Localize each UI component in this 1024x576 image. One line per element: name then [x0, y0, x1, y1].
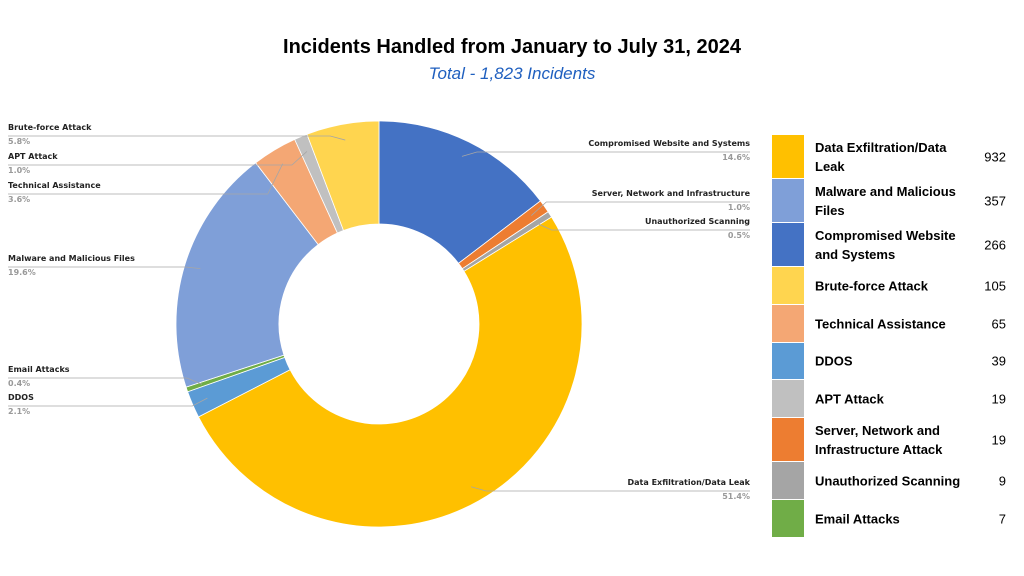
legend-swatch: [772, 418, 804, 463]
slice-label-server-network-and-infrastructure: Server, Network and Infrastructure: [592, 189, 751, 198]
legend-value: 357: [984, 193, 1006, 209]
slice-label-email-attacks: Email Attacks: [8, 365, 70, 374]
slice-malware-and-malicious-files: [175, 162, 319, 388]
legend-label: Unauthorized Scanning: [815, 473, 961, 489]
leader-line-apt-attack: [8, 151, 308, 166]
slice-brute-force-attack: [306, 120, 380, 232]
slice-pct-brute-force-attack: 5.8%: [8, 137, 30, 146]
slice-label-malware-and-malicious-files: Malware and Malicious Files: [8, 254, 135, 263]
legend-item-data-exfiltration-data-leak: Data Exfiltration/Data Leak 932: [772, 135, 1022, 179]
chart-title: Incidents Handled from January to July 3…: [283, 36, 741, 58]
slice-data-exfiltration-data-leak: [197, 216, 583, 528]
legend-swatch: [772, 499, 804, 538]
legend-label: DDOS: [815, 353, 853, 369]
legend-item-brute-force-attack: Brute-force Attack 105: [772, 267, 1022, 305]
slice-label-compromised-website-and-systems: Compromised Website and Systems: [588, 139, 750, 148]
legend-value: 7: [998, 511, 1006, 527]
legend-label: Malware and Malicious Files: [815, 184, 956, 218]
legend-label: Server, Network and Infrastructure Attac…: [815, 423, 943, 458]
legend-value: 932: [984, 149, 1006, 165]
legend-value: 39: [991, 353, 1006, 369]
legend-swatch: [772, 223, 804, 267]
chart-subtitle: Total - 1,823 Incidents: [428, 64, 596, 83]
legend-swatch: [772, 304, 804, 343]
leader-line-compromised-website-and-systems: [461, 151, 750, 157]
legend-swatch: [772, 267, 804, 305]
leader-line-server-network-and-infrastructure: [531, 201, 750, 216]
legend-item-technical-assistance: Technical Assistance 65: [772, 304, 1022, 343]
legend-item-server-network-and-infrastructure: Server, Network and Infrastructure Attac…: [772, 418, 1022, 463]
legend-label: Brute-force Attack: [815, 278, 928, 294]
legend: Data Exfiltration/Data Leak 932 Malware an…: [772, 135, 1022, 538]
slice-label-data-exfiltration-data-leak: Data Exfiltration/Data Leak: [628, 478, 751, 487]
legend-item-email-attacks: Email Attacks 7: [772, 499, 1022, 538]
leader-lines: [8, 135, 750, 492]
slice-pct-apt-attack: 1.0%: [8, 166, 30, 175]
slice-label-technical-assistance: Technical Assistance: [8, 181, 101, 190]
slice-label-unauthorized-scanning: Unauthorized Scanning: [645, 217, 750, 226]
slice-pct-server-network-and-infrastructure: 1.0%: [728, 203, 750, 212]
legend-label: Technical Assistance: [815, 316, 946, 332]
slice-pct-technical-assistance: 3.6%: [8, 195, 30, 204]
slice-pct-email-attacks: 0.4%: [8, 379, 30, 388]
slice-pct-ddos: 2.1%: [8, 407, 30, 416]
slice-label-ddos: DDOS: [8, 393, 34, 402]
legend-value: 9: [998, 473, 1006, 489]
legend-item-compromised-website-and-systems: Compromised Website and Systems 266: [772, 223, 1022, 267]
legend-item-apt-attack: APT Attack 19: [772, 380, 1022, 419]
legend-label: Data Exfiltration/Data Leak: [815, 140, 947, 174]
legend-item-ddos: DDOS 39: [772, 342, 1022, 381]
leader-line-unauthorized-scanning: [536, 222, 750, 231]
legend-swatch: [772, 342, 804, 381]
legend-swatch: [772, 462, 804, 500]
slice-pct-malware-and-malicious-files: 19.6%: [8, 268, 36, 277]
leader-line-technical-assistance: [8, 163, 284, 195]
legend-value: 19: [991, 391, 1006, 407]
legend-label: Compromised Website and Systems: [815, 228, 956, 262]
legend-value: 19: [991, 432, 1006, 448]
legend-item-malware-and-malicious-files: Malware and Malicious Files 357: [772, 179, 1022, 223]
legend-swatch: [772, 179, 804, 223]
slice-pct-data-exfiltration-data-leak: 51.4%: [722, 492, 750, 501]
legend-swatch: [772, 135, 804, 179]
legend-swatch: [772, 380, 804, 419]
leader-line-ddos: [8, 397, 208, 407]
leader-line-email-attacks: [8, 377, 203, 385]
leader-line-brute-force-attack: [8, 135, 346, 141]
donut-slices: [175, 120, 583, 528]
leader-line-data-exfiltration-data-leak: [470, 486, 750, 492]
legend-value: 105: [984, 278, 1006, 294]
slice-labels: Compromised Website and Systems 14.6% Serv…: [8, 123, 751, 501]
slice-pct-unauthorized-scanning: 0.5%: [728, 231, 750, 240]
legend-label: Email Attacks: [815, 511, 900, 527]
leader-line-malware-and-malicious-files: [8, 266, 201, 270]
legend-item-unauthorized-scanning: Unauthorized Scanning 9: [772, 462, 1022, 500]
legend-value: 65: [991, 316, 1006, 332]
legend-label: APT Attack: [815, 391, 884, 407]
slice-label-brute-force-attack: Brute-force Attack: [8, 123, 92, 132]
legend-value: 266: [984, 237, 1006, 253]
slice-pct-compromised-website-and-systems: 14.6%: [722, 153, 750, 162]
slice-label-apt-attack: APT Attack: [8, 152, 58, 161]
